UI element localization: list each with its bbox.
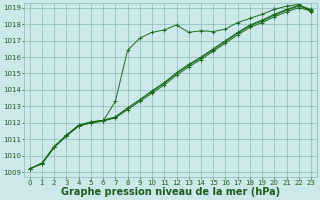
X-axis label: Graphe pression niveau de la mer (hPa): Graphe pression niveau de la mer (hPa) [61, 187, 280, 197]
